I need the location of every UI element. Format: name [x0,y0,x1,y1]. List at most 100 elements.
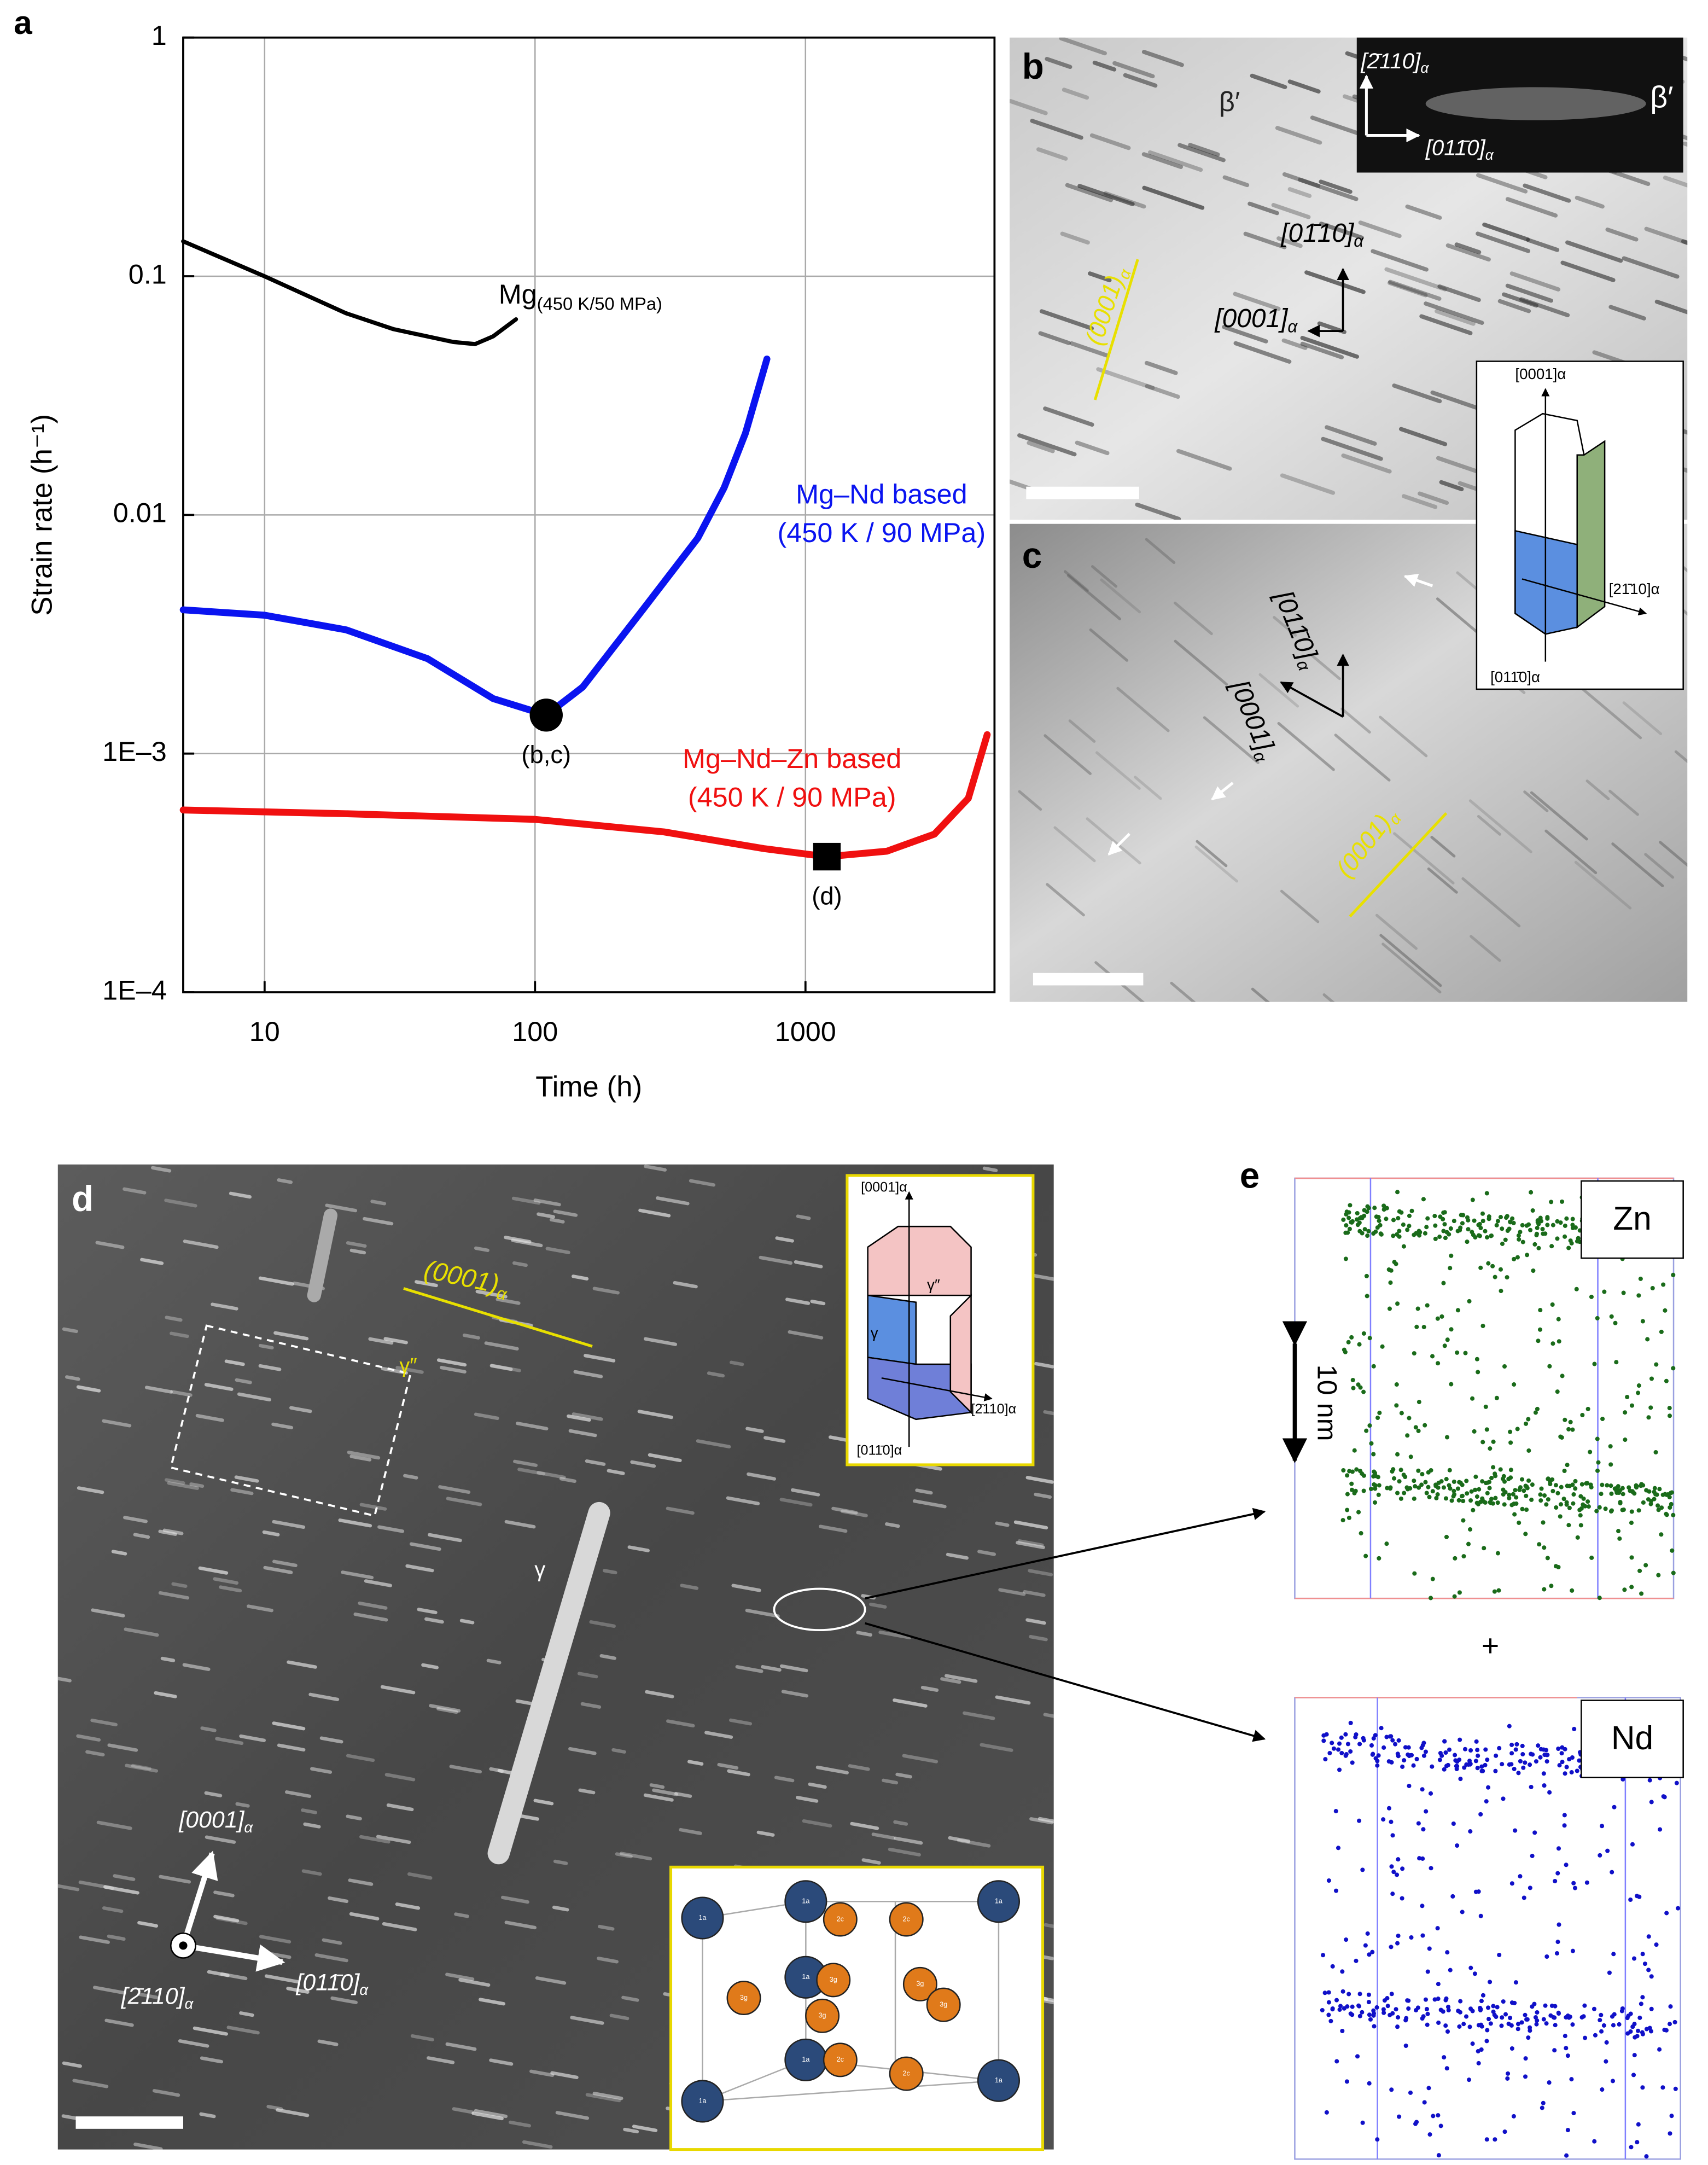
atom-dot [1426,1485,1431,1489]
streak [474,1246,489,1252]
streak [102,1419,132,1428]
streak [1194,845,1238,883]
atom-dot [1348,1720,1353,1725]
prism-face [949,1294,972,1415]
atom-dot [1375,1763,1380,1768]
atom-dot [1667,2022,1672,2027]
atom-dot [1466,1541,1471,1546]
atom-dot [1534,1759,1538,1764]
atom-dot [1337,1741,1342,1746]
atom-dot [1517,1237,1522,1242]
atom-dot [1441,1229,1446,1233]
atom-dot [1387,1306,1392,1311]
atom-dot [1506,1476,1511,1481]
streak [1248,201,1279,216]
atom-dot [1592,2139,1597,2144]
atom-dot [1676,1906,1681,1911]
atom-dot [1609,1314,1614,1319]
streak [1087,271,1112,283]
atom-dot [1629,1555,1634,1560]
streak [533,1799,554,1806]
atom-dot [1395,1232,1400,1237]
streak [632,2125,658,2132]
marker [529,699,563,732]
atom-dot [1416,1485,1421,1490]
streak [204,1383,234,1391]
streak [474,2109,508,2119]
atom-dot [1597,1596,1602,1601]
atom-dot [1602,1289,1607,1294]
atom-dot [1571,1881,1576,1885]
atom-dot [1620,1777,1625,1782]
streak [1174,639,1228,686]
atom-dot [1399,1210,1404,1215]
atom-dot [1359,1531,1363,1536]
streak [810,1299,826,1306]
streak [1310,654,1341,680]
atom-dot [1389,1945,1394,1949]
streak [1659,841,1688,867]
streak [623,2127,639,2134]
atom-dot [1598,2018,1602,2023]
streak [585,1459,606,1466]
atom-dot [1354,1467,1359,1472]
atom-dot [1330,1741,1334,1745]
atom-dot [1447,1483,1451,1488]
streak [76,1385,101,1393]
atom-dot [1458,1737,1462,1742]
marker-label: (b,c) [521,741,571,769]
streak [162,1528,184,1535]
atom-dot [1646,1415,1651,1420]
atom-dot [1637,1568,1642,1573]
atom-dot [1414,2007,1419,2013]
atom-dot [1470,1197,1475,1202]
atom-dot [1365,1233,1370,1238]
atom-dot [1398,1496,1403,1501]
atom-dot [1398,1468,1403,1473]
atom-dot [1554,1505,1559,1510]
atom-dot [1564,1863,1569,1867]
streak [598,1924,615,1931]
atom-dot [1444,1477,1449,1482]
streak [637,1410,674,1419]
atom-dot [1667,1406,1672,1411]
atom-dot [1421,2014,1426,2019]
streak [963,1711,995,1720]
streak [1176,449,1232,471]
atom-dot [1478,1812,1483,1817]
streak [77,1486,104,1494]
atom-dot [1608,1483,1613,1488]
atom-dot [1381,1745,1386,1750]
atom-dot [1327,1750,1332,1756]
y-tick-label: 1E–3 [102,736,167,767]
atom [681,2080,724,2123]
atom-dot [1525,1253,1530,1258]
streak [78,1880,114,1890]
atom-dot [1445,2004,1451,2009]
streak [341,1570,374,1580]
atom-dot [1553,1878,1558,1884]
atom [681,1896,724,1940]
atom-dot [1395,1301,1400,1306]
atom-dot [1545,1753,1550,1757]
atom-dot [1451,1488,1456,1493]
atom-dot [1588,1482,1593,1487]
region-box [169,1324,412,1517]
atom-dot [1529,1190,1534,1195]
atom-dot [1545,1556,1550,1561]
atom-dot [1653,1492,1658,1497]
atom-dot [1636,1293,1641,1298]
streak [1010,99,1048,115]
atom-dot [1420,1856,1425,1861]
axis-arrow [881,1377,993,1401]
atom-dot [1605,1483,1610,1488]
atom-dot [1438,1214,1443,1219]
atom-dot [1523,1760,1528,1765]
atom-dot [1326,2000,1331,2005]
atom-dot [1406,2006,1411,2011]
streak [1470,935,1501,962]
streak [301,1808,317,1814]
atom-dot [1563,1417,1567,1422]
atom-dot [1366,1229,1371,1233]
streak [1095,751,1141,790]
